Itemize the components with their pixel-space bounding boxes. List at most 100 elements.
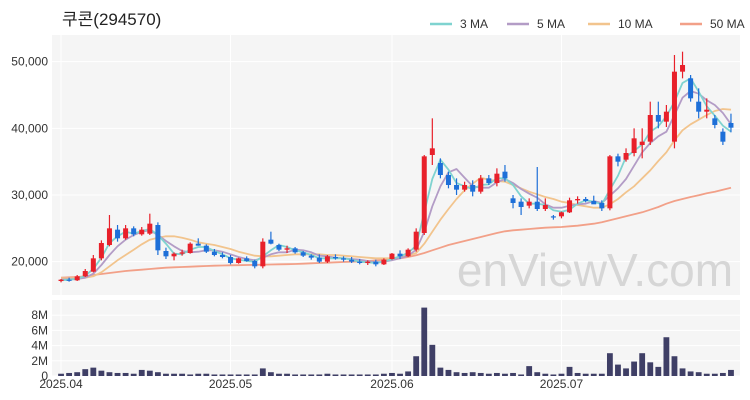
candle-body: [462, 185, 468, 190]
candle-body: [421, 156, 427, 233]
volume-bar: [82, 369, 89, 376]
candle: [647, 101, 653, 145]
candle-body: [647, 115, 653, 142]
candle-body: [252, 261, 258, 267]
candle: [163, 247, 169, 259]
candle-body: [147, 223, 153, 234]
candle-body: [131, 228, 137, 235]
candle-body: [349, 259, 355, 262]
volume-bar: [534, 372, 541, 376]
candle-body: [655, 115, 661, 122]
volume-bar: [292, 374, 299, 376]
candle: [316, 254, 322, 263]
volume-tick-label: 6M: [31, 323, 48, 337]
candle-body: [696, 101, 702, 112]
date-tick-label: 2025.06: [370, 377, 414, 391]
legend-item: 3 MA: [430, 17, 488, 31]
candle-body: [671, 71, 677, 142]
candle: [583, 197, 589, 203]
candle: [623, 148, 629, 162]
volume-bar: [582, 373, 589, 376]
ma3-line: [60, 77, 732, 282]
candle: [526, 198, 532, 209]
candle: [106, 215, 112, 247]
candle: [542, 198, 548, 211]
candle-body: [300, 252, 306, 256]
volume-bar: [413, 356, 420, 376]
candle-body: [357, 261, 363, 263]
volume-bar: [421, 307, 428, 376]
volume-bar: [728, 369, 734, 376]
candle: [413, 228, 419, 252]
candle: [510, 195, 516, 209]
candle: [203, 244, 209, 253]
candle: [502, 165, 508, 182]
legend: 3 MA 5 MA 10 MA 50 MA: [430, 17, 745, 31]
watermark-layer: enViewV.com: [457, 244, 733, 296]
candle: [575, 196, 581, 204]
candle-body: [58, 279, 64, 281]
volume-bar: [171, 373, 177, 376]
candle: [615, 153, 621, 167]
volume-bar: [606, 353, 613, 376]
candle: [260, 238, 266, 269]
candle-body: [591, 201, 597, 205]
candle-body: [90, 258, 96, 272]
volume-bar: [122, 372, 129, 376]
candle-body: [276, 245, 282, 250]
candle: [228, 255, 234, 265]
volume-bar: [324, 373, 331, 376]
candle: [147, 213, 153, 235]
candle-body: [478, 178, 484, 192]
candle-body: [228, 257, 234, 263]
candle: [696, 88, 702, 119]
volume-bar: [356, 374, 363, 376]
candle-body: [292, 248, 298, 253]
candle-body: [567, 200, 573, 213]
candle-body: [365, 261, 371, 263]
candle-body: [74, 276, 80, 281]
candle-body: [115, 229, 121, 239]
candle-body: [179, 252, 185, 254]
candle: [421, 155, 427, 235]
volume-tick-label: 2M: [31, 354, 48, 368]
candle-body: [171, 253, 177, 257]
candle: [357, 259, 363, 265]
volume-bar: [276, 373, 282, 376]
candle: [631, 128, 637, 157]
volume-bar: [219, 374, 226, 376]
date-tick-label: 2025.07: [540, 377, 584, 391]
price-tick-label: 40,000: [11, 121, 48, 135]
candle: [276, 243, 282, 251]
volume-bar: [502, 373, 508, 376]
candlesticks: [58, 51, 734, 283]
candle-body: [623, 153, 629, 160]
candle-body: [155, 225, 161, 251]
volume-bar: [695, 372, 702, 376]
volume-bar: [251, 374, 258, 376]
volume-bar: [98, 370, 105, 376]
candle: [187, 242, 193, 254]
volume-bar: [397, 373, 403, 376]
candle-body: [195, 243, 201, 246]
candle: [131, 226, 137, 237]
candle-body: [542, 205, 548, 209]
candle: [478, 175, 484, 194]
volume-bar: [211, 374, 218, 376]
candle: [284, 245, 290, 253]
candle-body: [680, 65, 686, 72]
volume-bar: [679, 368, 686, 376]
candle-body: [123, 228, 129, 239]
candle-body: [397, 253, 403, 257]
candle-body: [583, 199, 589, 201]
candle: [680, 51, 686, 79]
volume-bar: [655, 366, 662, 376]
candle-body: [720, 131, 726, 142]
candle: [171, 252, 177, 261]
volume-bar: [389, 372, 395, 376]
candle: [429, 118, 435, 165]
candle-body: [260, 241, 266, 267]
legend-label: 3 MA: [460, 17, 488, 31]
candle: [397, 250, 403, 259]
volume-bar: [66, 372, 73, 376]
